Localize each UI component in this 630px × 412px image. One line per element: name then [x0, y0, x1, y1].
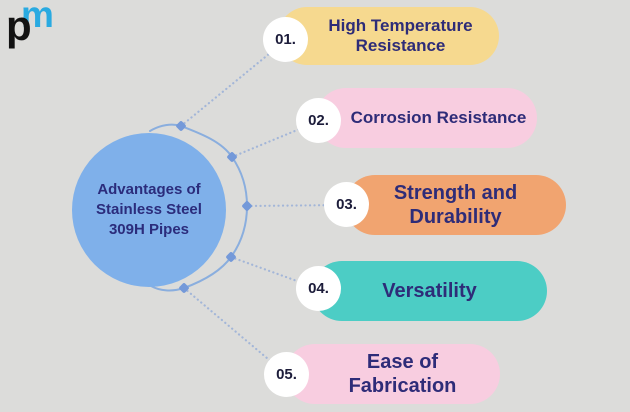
logo-letter-m: m: [21, 0, 54, 35]
number-badge-1: 01.: [263, 17, 308, 62]
number-badge-5: 05.: [264, 352, 309, 397]
arc-node-4: [226, 252, 236, 262]
advantage-2-label: Corrosion Resistance: [350, 107, 527, 127]
number-badge-3-text: 03.: [336, 196, 357, 213]
advantage-1-line-2: Resistance: [355, 36, 446, 55]
advantage-pill-2: Corrosion Resistance: [316, 88, 537, 148]
number-badge-2-text: 02.: [308, 112, 329, 129]
advantage-4-label: Versatility: [382, 280, 477, 302]
number-badge-4: 04.: [296, 266, 341, 311]
advantage-5-label: Ease of Fabrication: [348, 351, 457, 397]
central-topic-circle: Advantages of Stainless Steel 309H Pipes: [72, 133, 226, 287]
number-badge-3: 03.: [324, 182, 369, 227]
advantage-pill-4: Versatility: [312, 261, 547, 321]
advantage-3-line-2: Durability: [409, 206, 502, 228]
arc-node-3: [242, 201, 252, 211]
brand-logo: m p: [4, 0, 64, 55]
advantage-pill-3: Strength and Durability: [345, 175, 566, 235]
advantage-3-line-1: Strength and: [393, 182, 518, 204]
arc-node-5: [179, 283, 189, 293]
number-badge-1-text: 01.: [275, 31, 296, 48]
arc-node-2: [227, 152, 237, 162]
advantage-pill-1: High Temperature Resistance: [278, 7, 499, 65]
number-badge-5-text: 05.: [276, 366, 297, 383]
number-badge-4-text: 04.: [308, 280, 329, 297]
central-topic-line-3: 309H Pipes: [108, 221, 190, 238]
arc-node-1: [176, 121, 186, 131]
central-topic-line-1: Advantages of: [97, 181, 201, 198]
advantage-1-line-1: High Temperature: [328, 15, 473, 35]
number-badge-2: 02.: [296, 98, 341, 143]
dotted-line-3: [245, 203, 349, 208]
logo-letter-p: p: [6, 2, 32, 49]
advantage-pill-5: Ease of Fabrication: [285, 344, 500, 404]
central-topic-line-2: Stainless Steel: [96, 201, 202, 218]
